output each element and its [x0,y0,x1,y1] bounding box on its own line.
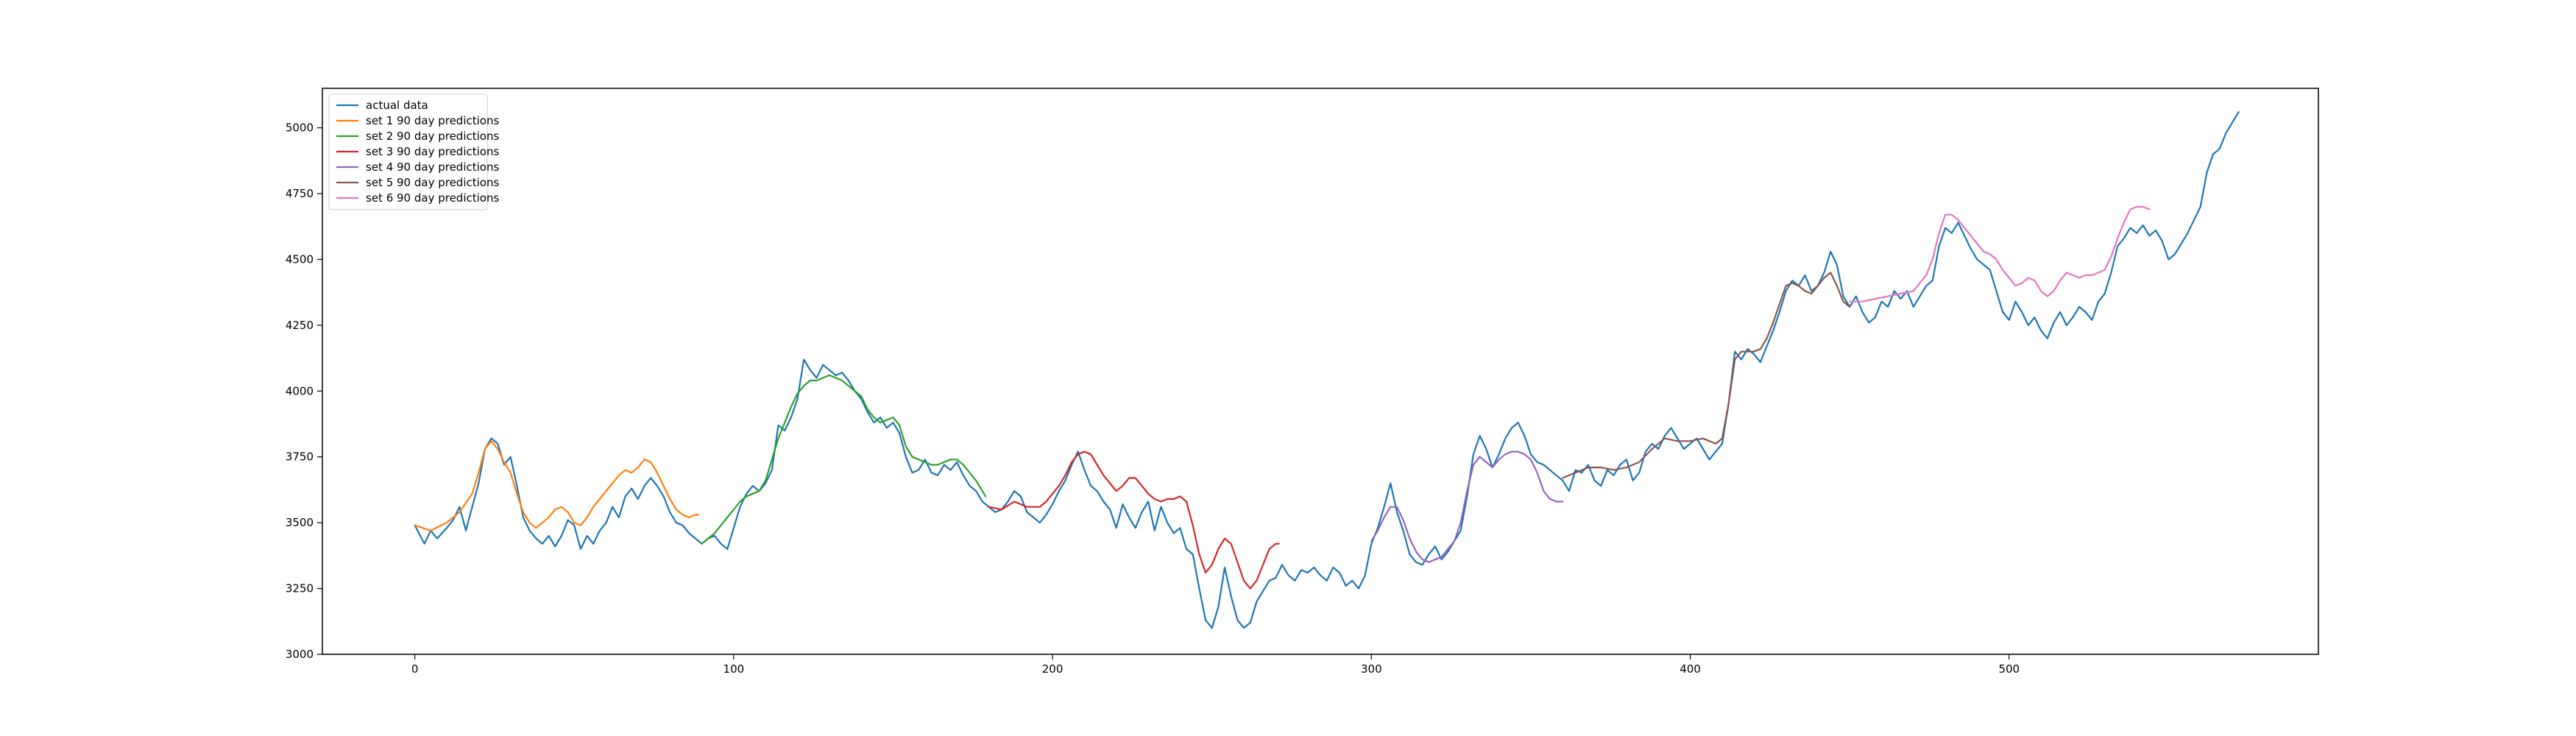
series-layer [414,111,2240,629]
legend: actual data set 1 90 day predictions set 2… [328,93,499,210]
series-line-6 [1562,272,1851,479]
series-line-1 [414,111,2240,629]
x-axis: 0 100 200 300 400 500 [411,654,2020,676]
y-tick-label: 3500 [286,516,314,529]
legend-label-2: set 1 90 day predictions [366,114,499,127]
legend-label-6: set 5 90 day predictions [366,176,499,189]
y-tick-label: 4500 [286,252,314,266]
legend-label-7: set 6 90 day predictions [366,191,499,205]
plot-area [414,111,2240,629]
legend-label-1: actual data [366,99,428,112]
series-line-5 [1370,450,1564,563]
legend-label-4: set 3 90 day predictions [366,145,499,158]
x-tick-label: 200 [1042,662,1064,676]
y-tick-label: 3750 [286,450,314,464]
x-tick-label: 400 [1680,662,1701,676]
series-line-4 [988,450,1280,590]
y-tick-label: 3250 [286,582,314,595]
y-axis: 3000 3250 3500 3750 4000 4250 4500 4750 5000 [286,121,322,661]
y-tick-label: 4250 [286,319,314,332]
axes-frame [322,88,2319,655]
x-tick-label: 500 [1998,662,2020,676]
series-line-3 [701,374,987,545]
y-tick-label: 4000 [286,384,314,397]
x-tick-label: 100 [723,662,745,676]
series-line-7 [1849,205,2151,302]
legend-label-5: set 4 90 day predictions [366,160,499,174]
x-tick-label: 0 [411,662,419,676]
y-tick-label: 3000 [286,648,314,661]
legend-label-3: set 2 90 day predictions [366,130,499,143]
series-line-2 [414,440,700,531]
y-tick-label: 4750 [286,187,314,200]
y-tick-label: 5000 [286,121,314,135]
legend-box [328,93,488,210]
x-tick-label: 300 [1361,662,1382,676]
